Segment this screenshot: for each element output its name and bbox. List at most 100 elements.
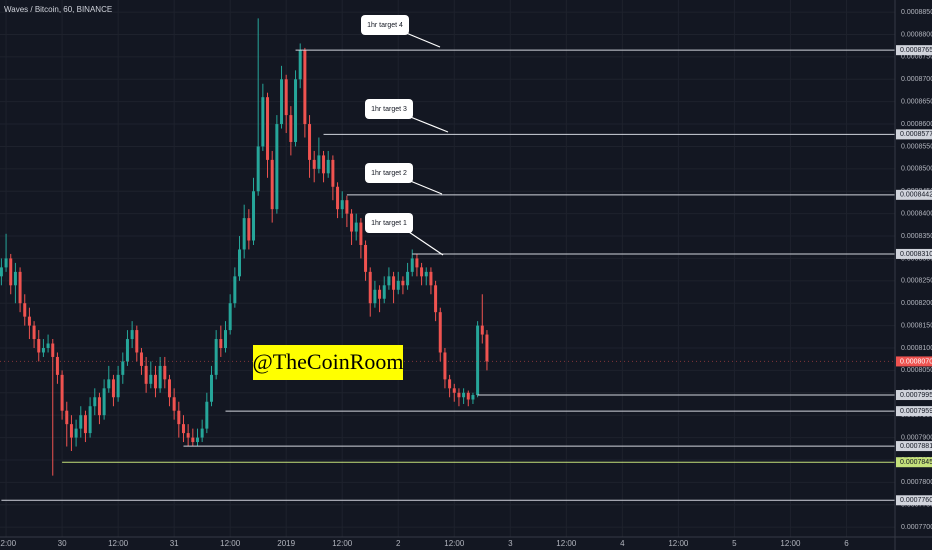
candle-body	[224, 330, 228, 348]
callout-text: 1hr target 4	[367, 22, 403, 29]
candle-body	[37, 339, 41, 353]
watermark-box	[253, 345, 403, 380]
candle-body	[46, 343, 50, 348]
candle-body	[466, 392, 470, 400]
callout-text: 1hr target 2	[371, 170, 407, 177]
candle-body	[135, 330, 139, 353]
candle-body	[55, 356, 59, 375]
candle-body	[111, 379, 115, 398]
candle-body	[139, 352, 143, 366]
candle-body	[242, 218, 246, 250]
candle-body	[308, 124, 312, 160]
candle-body	[340, 200, 344, 210]
candle-body	[13, 271, 17, 286]
candle-body	[396, 280, 400, 290]
candle-body	[345, 200, 349, 214]
y-tick-label: 0.0008600	[901, 121, 932, 128]
candle-body	[97, 397, 101, 416]
candle-body	[438, 312, 442, 353]
price-label: 0.0007959	[900, 408, 932, 415]
candle-body	[4, 258, 8, 268]
y-tick-label: 0.0008650	[901, 99, 932, 106]
candle-body	[32, 325, 36, 340]
y-tick-label: 0.0008550	[901, 143, 932, 150]
candle-body	[434, 285, 438, 313]
candle-body	[163, 365, 167, 380]
y-tick-label: 0.0008150	[901, 322, 932, 329]
candle-body	[452, 388, 456, 393]
x-tick-label: 12:00	[556, 539, 577, 548]
price-label-box	[896, 457, 932, 468]
grid	[0, 0, 895, 537]
last-price-box	[896, 356, 932, 367]
candle-body	[298, 50, 302, 80]
price-label: 0.0007881	[900, 443, 932, 450]
x-tick-label: 6	[844, 539, 849, 548]
candle-body	[331, 159, 335, 187]
candle-body	[326, 159, 330, 174]
candle-body	[462, 392, 466, 398]
callout-text: 1hr target 3	[371, 106, 407, 113]
x-tick-label: 12:00	[220, 539, 241, 548]
candle-body	[420, 267, 424, 277]
price-label-box	[896, 248, 932, 259]
plot	[0, 18, 895, 501]
candle-body	[200, 428, 204, 438]
candle-body	[158, 365, 162, 389]
candle-body	[378, 289, 382, 299]
candle-body	[480, 325, 484, 335]
y-tick-label: 0.0008350	[901, 233, 932, 240]
candle-body	[209, 374, 213, 402]
candle-body	[186, 433, 190, 438]
y-tick-label: 0.0008850	[901, 9, 932, 16]
candle-body	[79, 415, 83, 429]
candle-body	[0, 267, 3, 277]
candle-body	[125, 339, 129, 362]
y-tick-label: 0.0008200	[901, 300, 932, 307]
x-tick-label: 12:00	[780, 539, 801, 548]
y-tick-label: 0.0008400	[901, 210, 932, 217]
price-label: 0.0007995	[900, 392, 932, 399]
price-label-box	[896, 129, 932, 140]
candle-body	[60, 374, 64, 411]
y-tick-label: 0.0008050	[901, 367, 932, 374]
x-tick-label: 2019	[277, 539, 295, 548]
candle-body	[424, 271, 428, 277]
candle-body	[83, 415, 87, 434]
candle-body	[18, 271, 22, 304]
candle-body	[214, 339, 218, 375]
x-tick-label: 2	[396, 539, 401, 548]
candle-body	[191, 437, 195, 443]
candle-body	[256, 146, 260, 192]
price-label-box	[896, 45, 932, 56]
candle-body	[228, 303, 232, 331]
candle-body	[261, 97, 265, 147]
candle-body	[410, 258, 414, 272]
candle-body	[350, 213, 354, 232]
watermark: @TheCoinRoom	[252, 349, 403, 374]
candle-body	[195, 437, 199, 443]
candle-body	[205, 401, 209, 429]
candle-body	[172, 397, 176, 411]
candle-body	[247, 218, 251, 241]
price-label: 0.0008577	[900, 131, 932, 138]
candle-body	[354, 222, 358, 232]
candle-body	[177, 410, 181, 425]
candle-body	[65, 410, 69, 425]
y-tick-label: 0.0007800	[901, 479, 932, 486]
x-tick-label: 12:00	[332, 539, 353, 548]
candle-body	[266, 97, 270, 160]
candle-body	[312, 159, 316, 169]
candle-body	[121, 361, 125, 375]
candle-body	[153, 374, 157, 389]
candle-body	[149, 374, 153, 384]
price-label-box	[896, 495, 932, 506]
candle-body	[23, 303, 27, 317]
y-tick-label: 0.0008100	[901, 345, 932, 352]
candle-body	[181, 424, 185, 434]
candle-body	[322, 155, 326, 174]
candle-body	[130, 330, 134, 340]
candle-body	[294, 79, 298, 142]
